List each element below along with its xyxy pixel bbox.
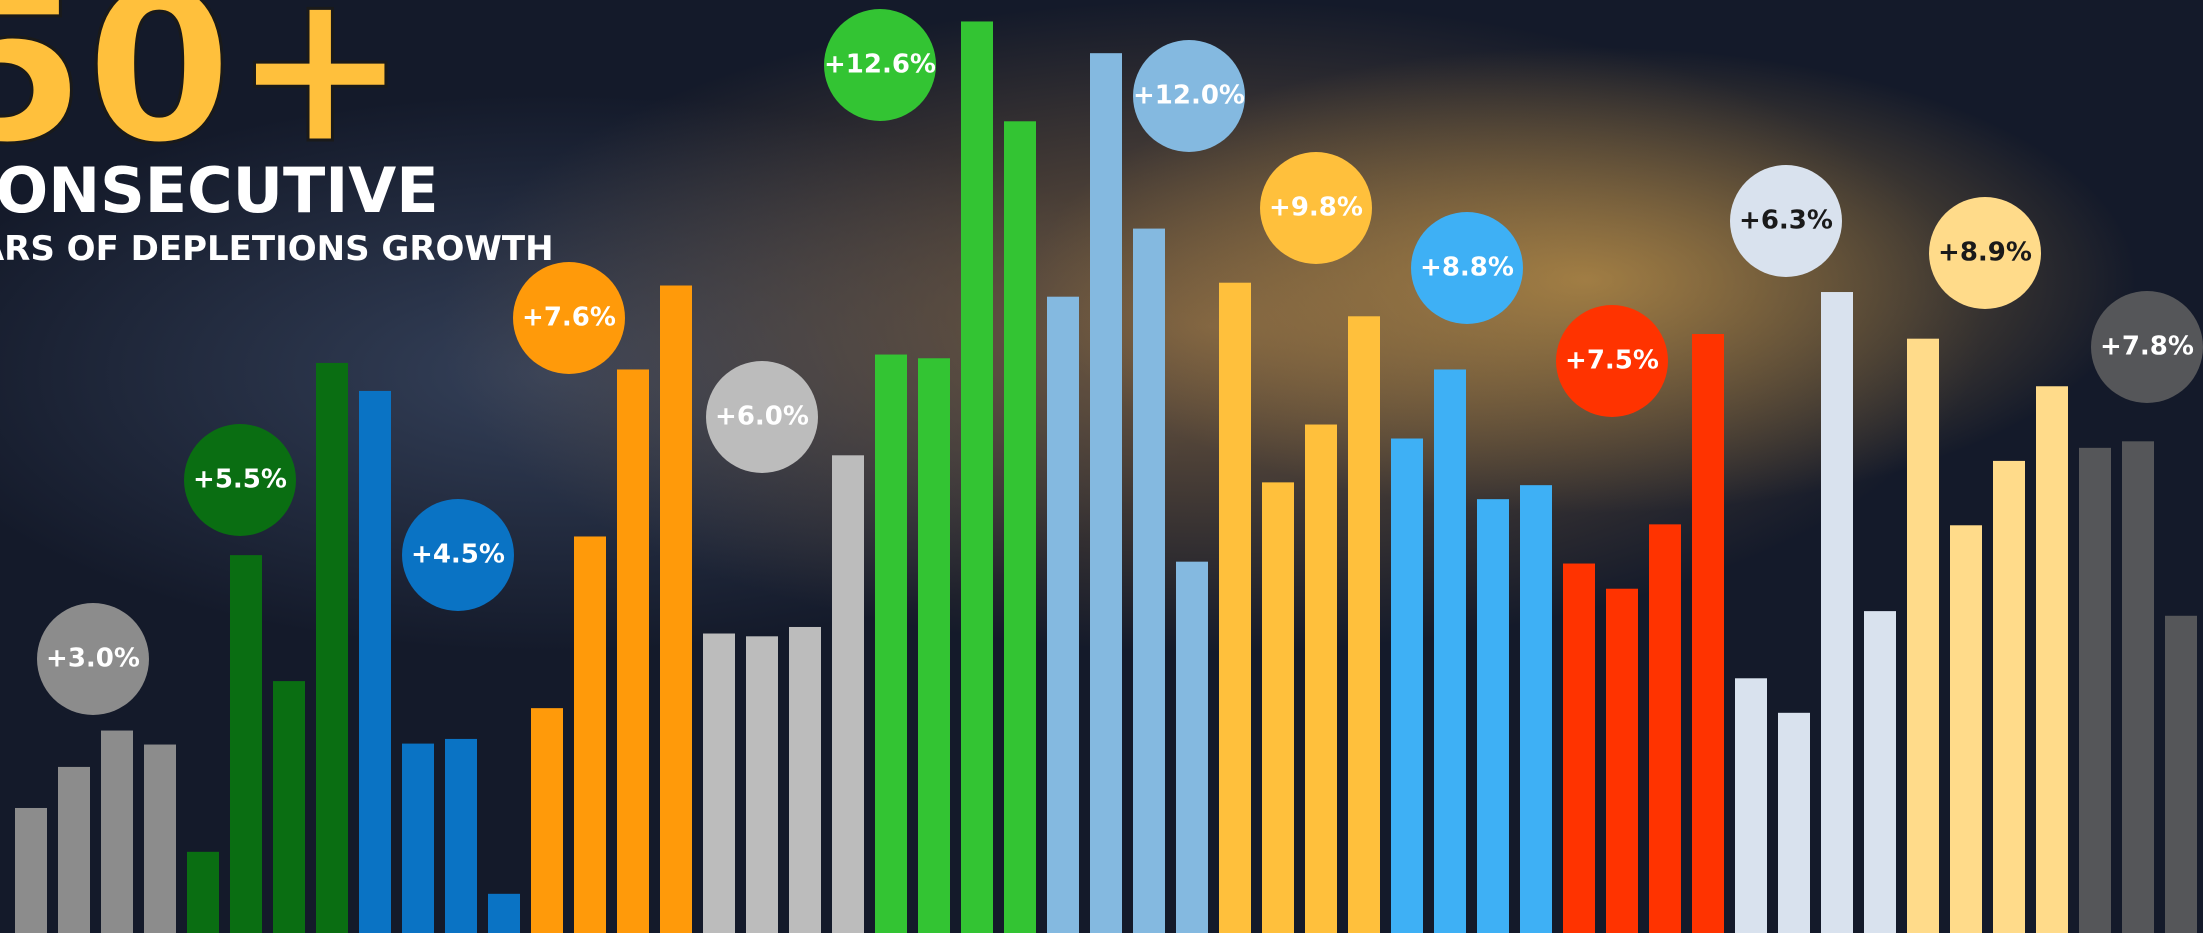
bar xyxy=(1778,712,1810,933)
growth-bubble xyxy=(1260,152,1372,264)
bar xyxy=(789,626,821,933)
growth-label: +8.9% xyxy=(1938,238,2032,268)
bar xyxy=(1090,53,1122,933)
growth-bubble xyxy=(1556,305,1668,417)
bar xyxy=(1520,485,1552,933)
bar xyxy=(1649,524,1681,933)
bar xyxy=(531,708,563,933)
bar xyxy=(1950,525,1982,933)
bar xyxy=(1993,460,2025,933)
growth-bubble xyxy=(184,424,296,536)
bar xyxy=(1606,588,1638,933)
growth-bubble xyxy=(1929,197,2041,309)
bar xyxy=(832,455,864,933)
growth-label: +6.3% xyxy=(1739,206,1833,236)
bar xyxy=(273,681,305,933)
growth-bubble xyxy=(706,361,818,473)
growth-label: +12.6% xyxy=(824,50,936,80)
bar xyxy=(1735,678,1767,933)
bar xyxy=(703,633,735,933)
bar xyxy=(961,21,993,933)
subhead-secondary: YEARS OF DEPLETIONS GROWTH xyxy=(0,229,554,269)
bubbles: +3.0% +5.5% +4.5% +7.6% +6.0% +12.6% +12.0% +9.… xyxy=(37,9,2203,715)
bar xyxy=(1133,228,1165,933)
headline: 50+ xyxy=(0,0,408,190)
bar xyxy=(660,285,692,933)
subhead: CONSECUTIVE xyxy=(0,154,439,227)
growth-bubble xyxy=(1730,165,1842,277)
bar xyxy=(875,354,907,933)
bar xyxy=(15,807,47,933)
growth-label: +3.0% xyxy=(46,644,140,674)
growth-bubble xyxy=(402,499,514,611)
bar xyxy=(230,555,262,933)
bar xyxy=(2079,447,2111,933)
growth-label: +6.0% xyxy=(715,402,809,432)
bar xyxy=(1692,334,1724,933)
bar xyxy=(2036,386,2068,933)
bar xyxy=(402,743,434,933)
bar xyxy=(1477,499,1509,933)
bar xyxy=(2165,615,2197,933)
bar xyxy=(1821,292,1853,933)
growth-label: +4.5% xyxy=(411,540,505,570)
growth-label: +9.8% xyxy=(1269,193,1363,223)
growth-bubble xyxy=(824,9,936,121)
bar xyxy=(445,738,477,933)
bar xyxy=(617,369,649,933)
bar xyxy=(1176,561,1208,933)
bar xyxy=(918,358,950,933)
growth-label: +8.8% xyxy=(1420,253,1514,283)
bar xyxy=(187,851,219,933)
growth-label: +7.6% xyxy=(522,303,616,333)
bar xyxy=(1434,369,1466,933)
growth-label: +7.8% xyxy=(2100,332,2194,362)
bar xyxy=(1907,338,1939,933)
growth-label: +7.5% xyxy=(1565,346,1659,376)
growth-bubble xyxy=(1411,212,1523,324)
bar xyxy=(1864,611,1896,933)
growth-label: +5.5% xyxy=(193,465,287,495)
growth-label: +12.0% xyxy=(1133,81,1245,111)
bar xyxy=(2122,441,2154,933)
bar xyxy=(1004,121,1036,933)
bar xyxy=(1305,424,1337,933)
bar xyxy=(1348,316,1380,933)
bar xyxy=(101,730,133,933)
bar xyxy=(1047,296,1079,933)
bar xyxy=(1219,282,1251,933)
bar xyxy=(316,362,348,933)
bar xyxy=(746,636,778,933)
bar xyxy=(1262,482,1294,933)
growth-bubble xyxy=(37,603,149,715)
bar xyxy=(1563,563,1595,933)
bar xyxy=(1391,438,1423,933)
bar xyxy=(488,893,520,933)
growth-bubble xyxy=(2091,291,2203,403)
bars xyxy=(15,21,2197,933)
bar xyxy=(144,744,176,933)
bar xyxy=(574,536,606,933)
bar xyxy=(58,766,90,933)
bar xyxy=(359,390,391,933)
growth-bubble xyxy=(513,262,625,374)
growth-bubble xyxy=(1133,40,1245,152)
